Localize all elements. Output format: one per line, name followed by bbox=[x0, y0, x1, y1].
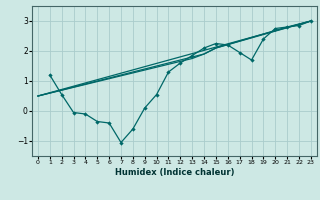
X-axis label: Humidex (Indice chaleur): Humidex (Indice chaleur) bbox=[115, 168, 234, 177]
